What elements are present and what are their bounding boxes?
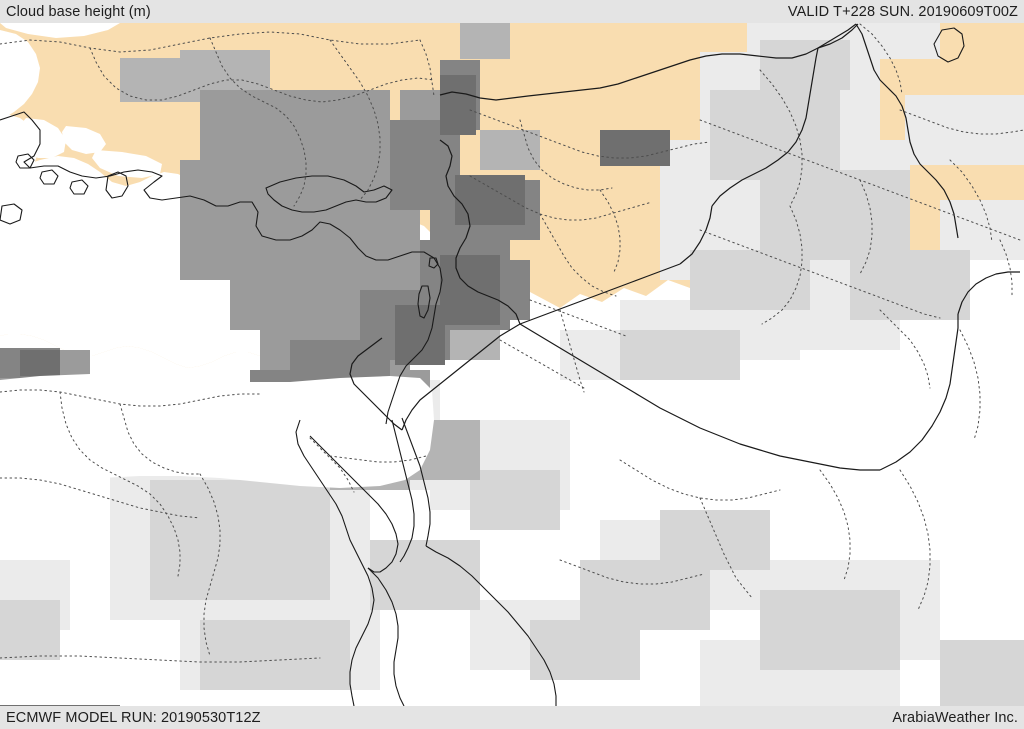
admin-syria-c bbox=[469, 175, 653, 221]
model-run-label: ECMWF MODEL RUN: 20190530T12Z bbox=[6, 709, 261, 726]
border-syria-iraq-jordan-tripoint bbox=[679, 205, 713, 265]
coastline-red-sea-east bbox=[425, 545, 557, 706]
admin-egypt-f bbox=[199, 473, 221, 657]
admin-egypt-e bbox=[0, 655, 321, 663]
admin-syria-e bbox=[539, 213, 617, 297]
coastline-sinai-west bbox=[309, 435, 399, 573]
admin-jordan-c bbox=[559, 309, 585, 393]
admin-egypt-c bbox=[59, 391, 181, 577]
coastline-turkey-south bbox=[0, 111, 441, 269]
coastline-levant bbox=[385, 267, 443, 425]
border-jordan-iraq bbox=[519, 263, 681, 325]
admin-turkey-c bbox=[209, 37, 307, 207]
island-small-a bbox=[39, 169, 59, 185]
island-crete-tip bbox=[0, 203, 23, 225]
admin-saudi-b bbox=[699, 497, 753, 599]
border-jordan-saudi bbox=[519, 323, 880, 471]
admin-sinai-border bbox=[329, 455, 427, 463]
border-syria-lebanon-israel bbox=[439, 139, 521, 325]
admin-iraq-d bbox=[761, 205, 803, 325]
admin-saudi-c bbox=[559, 559, 705, 585]
border-saudi-kuwait-gulf bbox=[957, 271, 1020, 315]
admin-syria-b bbox=[519, 119, 613, 191]
admin-iraq-f bbox=[879, 309, 931, 389]
border-syria-iraq bbox=[711, 47, 819, 207]
attribution-label: ArabiaWeather Inc. bbox=[892, 709, 1018, 726]
admin-turkey-d bbox=[329, 39, 381, 201]
border-israel-jordan-egypt bbox=[401, 323, 521, 431]
aegean-clear-water bbox=[0, 112, 40, 182]
valid-time-label: VALID T+228 SUN. 20190609T00Z bbox=[787, 3, 1018, 20]
sea-of-galilee bbox=[428, 257, 439, 269]
border-turkey-syria bbox=[439, 23, 857, 101]
border-egypt-israel-sinai bbox=[349, 337, 403, 431]
aegean-inlet-b bbox=[62, 126, 106, 154]
admin-turkey-far-east bbox=[859, 23, 903, 95]
island-rhodes bbox=[105, 171, 129, 199]
island-small-b bbox=[69, 179, 89, 195]
admin-egypt-b bbox=[119, 403, 201, 475]
page-title: Cloud base height (m) bbox=[6, 3, 151, 20]
admin-saudi-a bbox=[619, 459, 781, 501]
admin-iraq-e bbox=[859, 179, 873, 275]
admin-iran-a bbox=[899, 109, 1024, 135]
admin-egypt-a bbox=[0, 389, 261, 407]
coastline-gulf-of-aqaba bbox=[391, 419, 415, 563]
border-iraq-iran bbox=[855, 23, 959, 239]
admin-iran-c bbox=[999, 239, 1013, 297]
coastline-red-sea-west bbox=[367, 567, 405, 707]
border-turkey-iraq-east bbox=[817, 23, 859, 49]
coastline-cyprus bbox=[265, 175, 393, 213]
dead-sea bbox=[417, 285, 431, 319]
footer-bar: ECMWF MODEL RUN: 20190530T12Z ArabiaWeat… bbox=[0, 706, 1024, 729]
coastline-aqaba-east bbox=[401, 417, 431, 547]
lake-urmia bbox=[933, 27, 965, 63]
admin-iran-b bbox=[949, 159, 993, 243]
island-small-c bbox=[15, 153, 35, 169]
admin-saudi-e bbox=[899, 469, 931, 611]
field-shade-high bbox=[0, 40, 1024, 706]
admin-turkey-a bbox=[0, 31, 421, 53]
admin-turkey-e bbox=[419, 39, 435, 97]
admin-turkey-b bbox=[89, 47, 435, 103]
border-iraq-saudi bbox=[879, 314, 959, 471]
admin-syria-d bbox=[599, 189, 621, 273]
coastline-gulf-of-suez-west bbox=[295, 419, 375, 707]
black-sea-strip bbox=[0, 23, 120, 38]
admin-iraq-c bbox=[699, 229, 941, 319]
admin-sinai-b bbox=[309, 437, 355, 493]
admin-iraq-a bbox=[759, 69, 803, 207]
admin-syria-a bbox=[469, 109, 711, 159]
aegean-sea bbox=[0, 30, 40, 120]
mediterranean-clear-water bbox=[0, 374, 434, 488]
admin-jordan-b bbox=[499, 339, 585, 389]
admin-jordan-a bbox=[529, 299, 627, 337]
header-bar: Cloud base height (m) VALID T+228 SUN. 2… bbox=[0, 0, 1024, 23]
admin-saudi-d bbox=[819, 469, 851, 581]
admin-egypt-d bbox=[0, 477, 201, 519]
admin-saudi-f bbox=[959, 329, 981, 441]
